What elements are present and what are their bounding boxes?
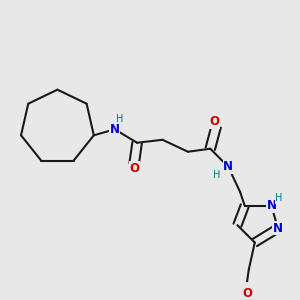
Text: N: N: [110, 123, 120, 136]
Text: H: H: [116, 114, 124, 124]
Text: N: N: [223, 160, 233, 173]
Text: H: H: [275, 193, 283, 203]
Text: O: O: [242, 287, 252, 300]
Text: O: O: [129, 162, 139, 175]
Text: H: H: [213, 170, 220, 180]
Text: N: N: [266, 199, 276, 212]
Text: O: O: [210, 116, 220, 128]
Text: N: N: [273, 222, 283, 235]
